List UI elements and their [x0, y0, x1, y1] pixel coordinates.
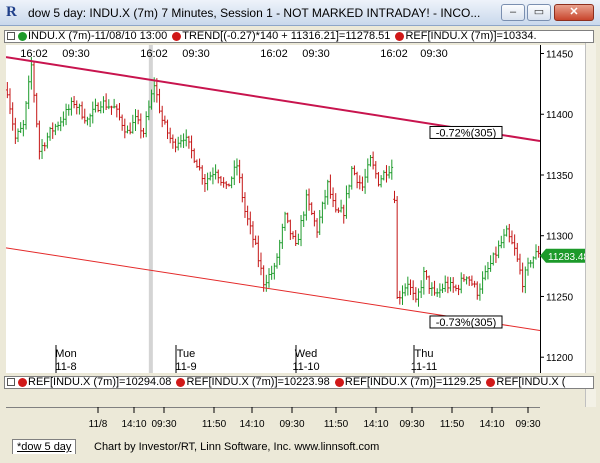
x-tick-label: 14:10 [239, 419, 264, 430]
x-tick-label: 09:30 [279, 419, 304, 430]
title-bar: R dow 5 day: INDU.X (7m) 7 Minutes, Sess… [0, 0, 600, 26]
annotation-box [429, 315, 503, 329]
x-tick-label: 11/8 [89, 419, 108, 430]
top-legend: INDU.X (7m)-11/08/10 13:00 TREND[(-0.27)… [4, 30, 594, 43]
session-time-label: 09:30 [302, 48, 330, 60]
x-axis: 11/8 14:10 09:30 11:50 14:10 09:30 11:50 14:10 0… [6, 407, 590, 435]
box-icon[interactable] [7, 378, 15, 386]
session-time-label: 09:30 [62, 48, 90, 60]
y-axis: 11200 11250 11300 11350 11400 11450 11283.48 [540, 45, 590, 373]
session-time-label: 09:30 [420, 48, 448, 60]
chart-tab[interactable]: *dow 5 day [12, 439, 77, 454]
session-time-label: 16:02 [140, 48, 168, 60]
day-name-label: Thu [415, 348, 434, 360]
legend-item-ref-2[interactable]: REF[INDU.X (7m)]=10223.98 [186, 376, 330, 388]
annotation-label: -0.72%(305) [436, 127, 497, 139]
x-tick-label: 14:10 [363, 419, 388, 430]
price-chart[interactable]: -0.72%(305) -0.73%(305) 16:02 09:30 16:02 09:… [5, 45, 541, 373]
lower-scrollbar[interactable] [585, 389, 596, 407]
minimize-button[interactable]: – [501, 4, 525, 21]
session-band [148, 45, 153, 373]
x-tick-label: 11:50 [202, 419, 227, 430]
green-dot-icon[interactable] [18, 32, 27, 41]
x-tick-label: 11:50 [440, 419, 465, 430]
day-name-label: Tue [177, 348, 196, 360]
legend-item-ref[interactable]: REF[INDU.X (7m)]=10334. [405, 30, 537, 42]
y-tick-label: 11200 [546, 353, 574, 364]
red-dot-icon[interactable] [334, 378, 344, 387]
maximize-button[interactable]: ▭ [527, 4, 551, 21]
y-tick-label: 11350 [546, 171, 574, 182]
chart-plot-area[interactable]: -0.72%(305) -0.73%(305) 16:02 09:30 16:02 09:… [5, 45, 541, 373]
box-icon[interactable] [7, 32, 15, 40]
footer-credit: Chart by Investor/RT, Linn Software, Inc… [94, 441, 380, 453]
app-logo-icon: R [6, 4, 17, 20]
legend-item-ref-4[interactable]: REF[INDU.X ( [496, 376, 566, 388]
annotation-label: -0.73%(305) [436, 317, 497, 329]
x-tick-label: 11:50 [324, 419, 349, 430]
red-dot-icon[interactable] [486, 378, 496, 387]
x-tick-label: 09:30 [399, 419, 424, 430]
bottom-legend: REF[INDU.X (7m)]=10294.08 REF[INDU.X (7m… [4, 376, 594, 389]
session-time-label: 16:02 [260, 48, 288, 60]
y-tick-label: 11400 [546, 110, 574, 121]
x-tick-label: 09:30 [151, 419, 176, 430]
session-time-label: 09:30 [182, 48, 210, 60]
close-button[interactable]: ✕ [554, 4, 594, 21]
legend-item-ref-1[interactable]: REF[INDU.X (7m)]=10294.08 [28, 376, 172, 388]
day-date-label: 11-10 [292, 361, 319, 373]
session-time-label: 16:02 [380, 48, 408, 60]
session-time-label: 16:02 [20, 48, 48, 60]
legend-item-ref-3[interactable]: REF[INDU.X (7m)]=1129.25 [344, 376, 482, 388]
last-value-label: 11283.48 [548, 252, 589, 263]
x-tick-label: 14:10 [479, 419, 504, 430]
legend-item-trend[interactable]: TREND[(-0.27)*140 + 11316.21]=11278.51 [182, 30, 391, 42]
day-name-label: Wed [295, 348, 317, 360]
y-tick-label: 11300 [546, 232, 574, 243]
vertical-scrollbar[interactable] [585, 43, 596, 373]
red-dot-icon[interactable] [172, 32, 182, 41]
red-dot-icon[interactable] [18, 378, 27, 387]
red-dot-icon[interactable] [176, 378, 186, 387]
red-dot-icon[interactable] [395, 32, 405, 41]
annotation-box [429, 125, 503, 139]
x-tick-label: 09:30 [515, 419, 540, 430]
day-date-label: 11-11 [411, 361, 438, 373]
legend-item-price[interactable]: INDU.X (7m)-11/08/10 13:00 [28, 30, 168, 42]
day-date-label: 11-9 [175, 361, 196, 373]
window-title: dow 5 day: INDU.X (7m) 7 Minutes, Sessio… [28, 6, 481, 20]
y-tick-label: 11450 [546, 50, 574, 61]
day-name-label: Mon [55, 348, 76, 360]
y-tick-label: 11250 [546, 292, 574, 303]
last-value-marker [540, 248, 586, 263]
day-date-label: 11-8 [55, 361, 76, 373]
x-tick-label: 14:10 [121, 419, 146, 430]
